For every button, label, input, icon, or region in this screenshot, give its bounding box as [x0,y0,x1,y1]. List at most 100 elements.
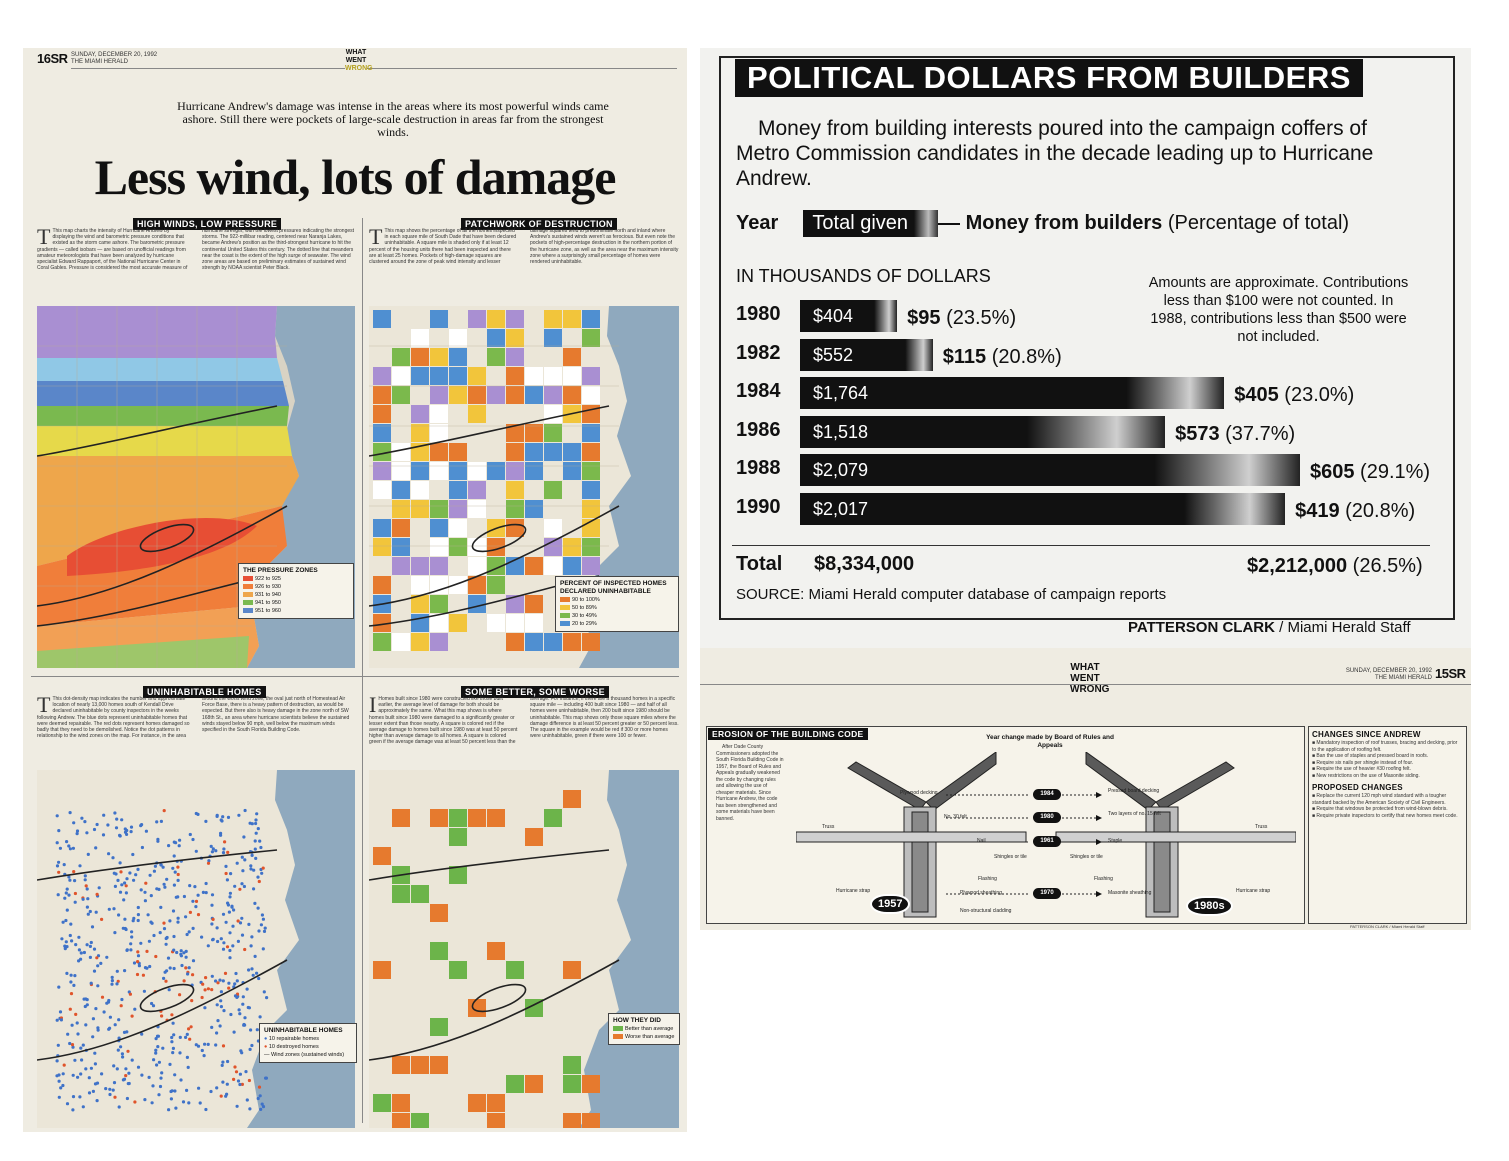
home-dot [254,831,258,835]
comparison-square [525,1075,543,1093]
damage-square [411,367,429,385]
home-dot [120,883,124,887]
home-dot [136,913,140,917]
home-dot [84,1023,88,1027]
home-dot [155,1034,160,1038]
comparison-square [468,1094,486,1112]
home-dot [261,947,265,951]
part-label: Hurricane strap [1236,888,1271,894]
damage-square [582,424,600,442]
damage-square [506,462,524,480]
proposed-changes-title: PROPOSED CHANGES [1312,783,1403,792]
home-dot [91,1017,95,1021]
home-dot [242,884,246,889]
home-dot [159,1076,163,1080]
change-from-label: Plywood decking [900,790,938,796]
home-dot [215,813,219,817]
home-dot [87,1091,92,1095]
home-dot [229,1012,233,1017]
total-given-value: $2,017 [813,498,869,519]
map-dot-density [37,770,355,1128]
home-dot [129,830,133,834]
home-dot [210,903,214,907]
panel-text-uninhabitable: T This dot-density map indicates the numb… [37,696,355,766]
home-dot [115,1067,119,1071]
home-dot [79,1046,83,1050]
home-dot [68,847,72,851]
home-dot [200,935,204,939]
home-dot [157,1060,161,1064]
home-dot [259,845,263,850]
home-dot [240,882,244,886]
damage-square [373,576,391,594]
home-dot [64,940,68,944]
home-dot [194,811,198,816]
home-dot [260,1102,264,1106]
home-dot [152,933,156,938]
damage-square [468,481,486,499]
home-dot [151,1004,156,1008]
damage-square [430,348,448,366]
legend-title: THE PRESSURE ZONES [243,567,318,574]
home-dot [187,930,191,934]
legend-how-they-did: HOW THEY DID Better than average Worse t… [608,1013,680,1045]
home-dot [222,941,226,945]
home-dot [211,847,215,851]
damage-square [392,386,410,404]
damage-square [449,500,467,518]
total-given-value: $404 [813,306,854,326]
home-dot [175,950,179,955]
damage-square [582,329,600,347]
home-dot [216,981,220,985]
home-dot [222,847,226,851]
home-dot [170,1013,174,1017]
home-dot [118,890,123,894]
credit-name: PATTERSON CLARK [1128,619,1275,636]
damage-square [544,633,562,651]
home-dot [159,863,163,867]
home-dot [172,840,176,844]
home-dot [85,831,89,835]
home-dot [224,1094,228,1098]
damage-square [449,538,467,556]
home-dot [120,1052,124,1056]
home-dot [238,921,243,925]
home-dot [162,882,166,886]
home-dot [127,1071,131,1075]
legend-item: 50 to 89% [560,604,674,612]
builders-amount: $115 [942,345,987,368]
home-dot [191,899,195,903]
damage-square [506,367,524,385]
home-dot [203,1042,207,1046]
damage-square [487,614,505,632]
home-dot [176,865,180,869]
damage-square [468,595,486,613]
home-dot [61,1083,65,1088]
home-dot [110,982,114,986]
panel-body: Homes built since 1980 were constructed … [369,696,679,746]
home-dot [179,1078,183,1082]
builders-value: $405 (23.0%) [1234,379,1354,411]
home-dot [249,1028,253,1032]
damage-square [544,367,562,385]
home-dot [182,979,186,983]
comparison-square [392,809,410,827]
builders-pct: (20.8%) [1339,499,1416,522]
home-dot [107,998,111,1003]
home-dot [123,881,127,885]
comparison-square [582,1113,600,1128]
builders-pct: (23.0%) [1278,384,1355,406]
home-dot [75,1021,79,1025]
home-dot [156,837,160,841]
home-dot [83,820,87,824]
date-line: SUNDAY, DECEMBER 20, 1992 THE MIAMI HERA… [71,52,157,66]
home-dot [127,1081,131,1086]
home-dot [136,960,140,964]
home-dot [125,948,129,952]
home-dot [243,1023,247,1027]
home-dot [249,864,253,868]
total-label: Total [736,553,783,575]
headline: Less wind, lots of damage [94,149,617,205]
home-dot [96,1028,100,1032]
home-dot [62,1063,66,1067]
